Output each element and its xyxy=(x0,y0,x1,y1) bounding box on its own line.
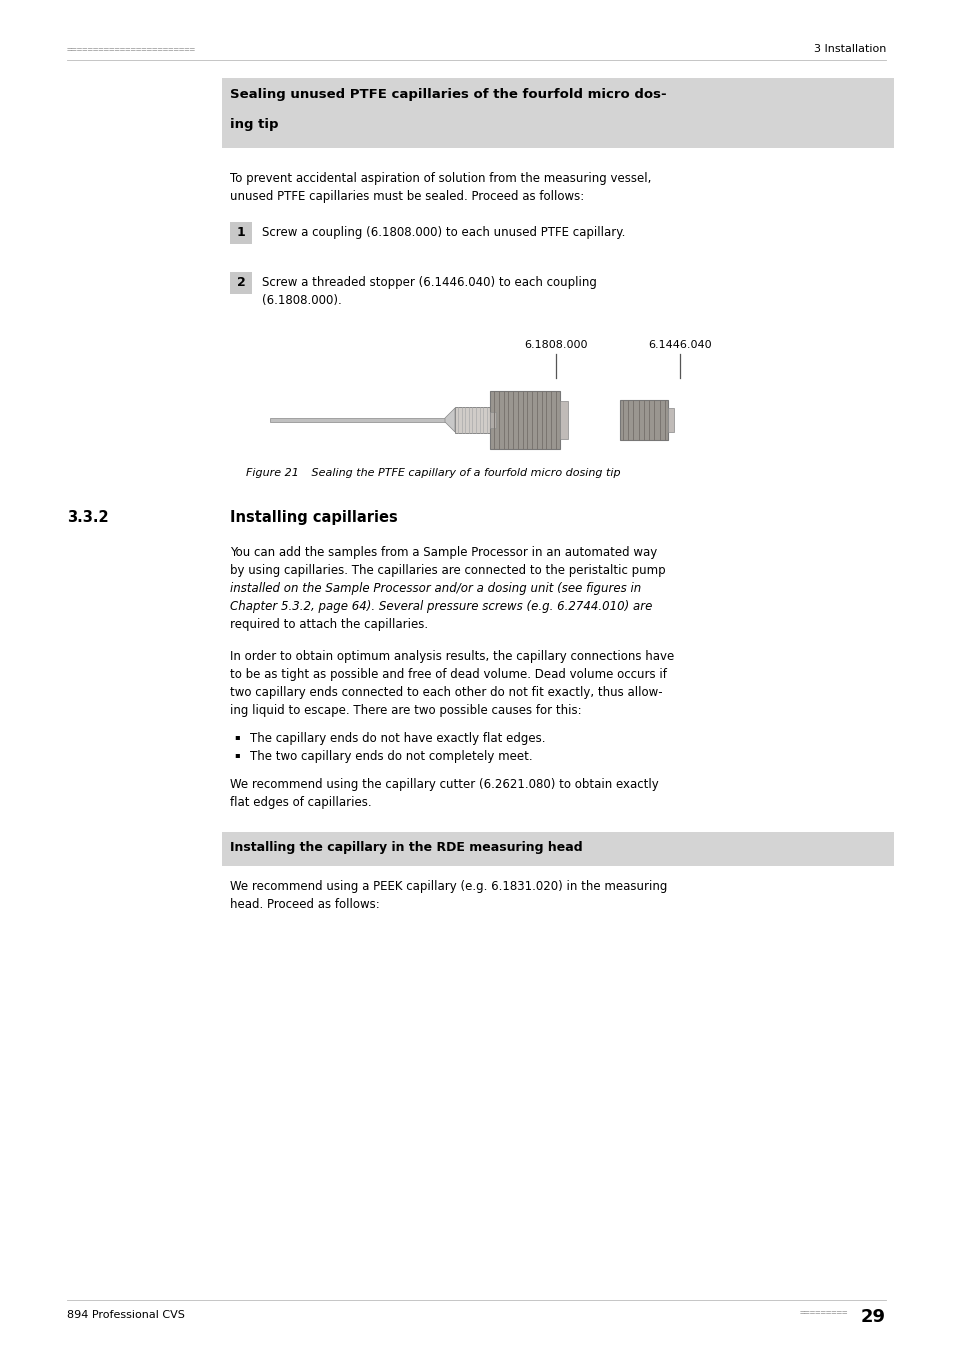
Text: Sealing unused PTFE capillaries of the fourfold micro dos-: Sealing unused PTFE capillaries of the f… xyxy=(230,88,666,101)
Text: ▪: ▪ xyxy=(233,751,239,759)
Bar xyxy=(222,78,893,148)
Text: =========: ========= xyxy=(799,1308,847,1318)
Text: 29: 29 xyxy=(861,1308,885,1326)
Text: We recommend using the capillary cutter (6.2621.080) to obtain exactly: We recommend using the capillary cutter … xyxy=(230,778,659,791)
Bar xyxy=(559,401,567,439)
Text: We recommend using a PEEK capillary (e.g. 6.1831.020) in the measuring: We recommend using a PEEK capillary (e.g… xyxy=(230,880,667,892)
Text: 894 Professional CVS: 894 Professional CVS xyxy=(67,1310,185,1320)
Text: The capillary ends do not have exactly flat edges.: The capillary ends do not have exactly f… xyxy=(250,732,545,745)
Text: Installing capillaries: Installing capillaries xyxy=(230,510,397,525)
Text: Screw a coupling (6.1808.000) to each unused PTFE capillary.: Screw a coupling (6.1808.000) to each un… xyxy=(262,225,625,239)
Text: Installing the capillary in the RDE measuring head: Installing the capillary in the RDE meas… xyxy=(230,841,582,855)
Text: The two capillary ends do not completely meet.: The two capillary ends do not completely… xyxy=(250,751,532,763)
Bar xyxy=(270,418,444,423)
Bar xyxy=(230,221,252,244)
Bar xyxy=(490,412,496,428)
Text: 6.1808.000: 6.1808.000 xyxy=(524,340,587,350)
Text: Screw a threaded stopper (6.1446.040) to each coupling: Screw a threaded stopper (6.1446.040) to… xyxy=(262,275,597,289)
Text: ▪: ▪ xyxy=(233,732,239,741)
Bar xyxy=(230,271,252,294)
Text: required to attach the capillaries.: required to attach the capillaries. xyxy=(230,618,428,630)
Bar xyxy=(490,410,499,431)
Text: 3.3.2: 3.3.2 xyxy=(67,510,109,525)
Text: to be as tight as possible and free of dead volume. Dead volume occurs if: to be as tight as possible and free of d… xyxy=(230,668,666,680)
Text: unused PTFE capillaries must be sealed. Proceed as follows:: unused PTFE capillaries must be sealed. … xyxy=(230,190,583,202)
Text: Sealing the PTFE capillary of a fourfold micro dosing tip: Sealing the PTFE capillary of a fourfold… xyxy=(301,468,620,478)
Text: flat edges of capillaries.: flat edges of capillaries. xyxy=(230,796,372,809)
Text: ing tip: ing tip xyxy=(230,117,278,131)
Text: installed on the Sample Processor and/or a dosing unit (see figures in: installed on the Sample Processor and/or… xyxy=(230,582,640,595)
Bar xyxy=(222,832,893,865)
Bar xyxy=(490,392,559,450)
Text: 2: 2 xyxy=(236,277,245,289)
Text: 1: 1 xyxy=(236,227,245,239)
Text: 6.1446.040: 6.1446.040 xyxy=(647,340,711,350)
Bar xyxy=(455,406,490,433)
Text: ing liquid to escape. There are two possible causes for this:: ing liquid to escape. There are two poss… xyxy=(230,703,581,717)
Text: To prevent accidental aspiration of solution from the measuring vessel,: To prevent accidental aspiration of solu… xyxy=(230,171,651,185)
Bar xyxy=(667,408,673,432)
Text: two capillary ends connected to each other do not fit exactly, thus allow-: two capillary ends connected to each oth… xyxy=(230,686,662,699)
Text: In order to obtain optimum analysis results, the capillary connections have: In order to obtain optimum analysis resu… xyxy=(230,649,674,663)
Text: 3 Installation: 3 Installation xyxy=(813,45,885,54)
Text: Figure 21: Figure 21 xyxy=(246,468,298,478)
Text: by using capillaries. The capillaries are connected to the peristaltic pump: by using capillaries. The capillaries ar… xyxy=(230,564,665,576)
Text: Chapter 5.3.2, page 64). Several pressure screws (e.g. 6.2744.010) are: Chapter 5.3.2, page 64). Several pressur… xyxy=(230,599,652,613)
Polygon shape xyxy=(444,408,455,432)
Text: ========================: ======================== xyxy=(67,45,195,54)
Bar xyxy=(619,400,667,440)
Text: head. Proceed as follows:: head. Proceed as follows: xyxy=(230,898,379,911)
Text: You can add the samples from a Sample Processor in an automated way: You can add the samples from a Sample Pr… xyxy=(230,545,657,559)
Text: (6.1808.000).: (6.1808.000). xyxy=(262,294,341,306)
